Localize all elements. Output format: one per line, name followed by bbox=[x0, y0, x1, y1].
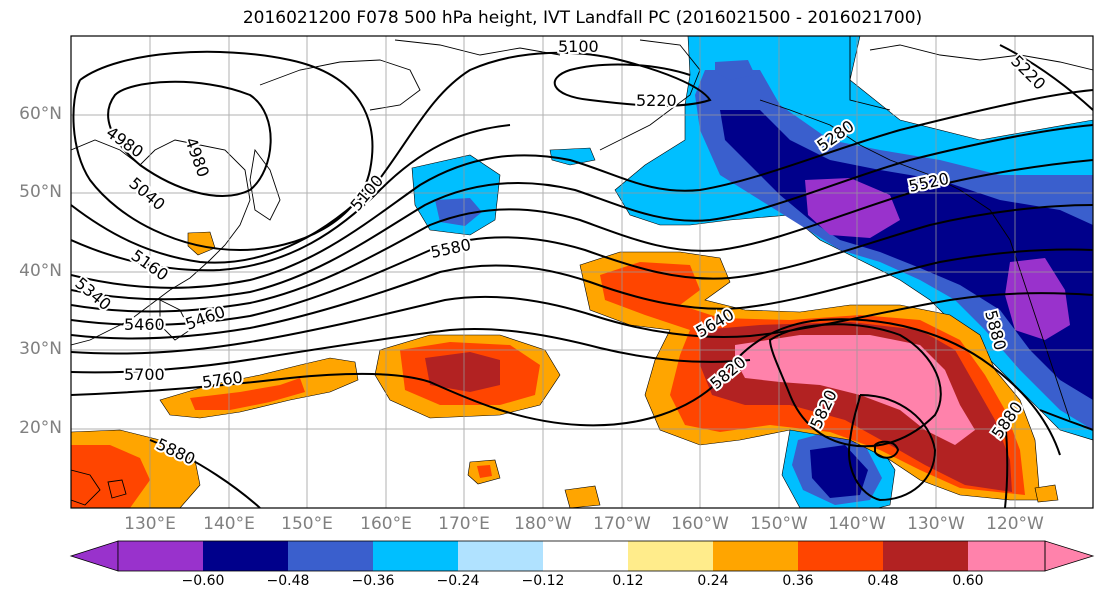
contour-label: 5700 bbox=[124, 365, 165, 384]
colorbar-segment bbox=[203, 541, 288, 571]
lon-label: 150°W bbox=[750, 514, 808, 534]
colorbar-segment bbox=[118, 541, 203, 571]
height-contours bbox=[71, 44, 1093, 508]
colorbar-tick-label: 0.36 bbox=[782, 573, 814, 589]
lon-label: 140°W bbox=[828, 514, 886, 534]
lon-label: 120°W bbox=[986, 514, 1044, 534]
colorbar-tick-label: −0.12 bbox=[521, 573, 565, 589]
ivt-shading bbox=[71, 36, 1093, 508]
lat-label: 50°N bbox=[19, 182, 62, 202]
lat-label: 40°N bbox=[19, 261, 62, 281]
map-frame bbox=[70, 35, 1094, 509]
lat-label: 20°N bbox=[19, 418, 62, 438]
colorbar-arrow-low bbox=[69, 540, 119, 572]
colorbar-segment bbox=[628, 541, 713, 571]
colorbar-tick-label: −0.48 bbox=[266, 573, 310, 589]
map-panel: 5100 5220 5220 4980 4980 5040 5100 5160 … bbox=[71, 36, 1093, 508]
colorbar-tick-label: −0.36 bbox=[351, 573, 395, 589]
colorbar-tick-label: 0.12 bbox=[612, 573, 644, 589]
lon-label: 150°E bbox=[281, 514, 333, 534]
colorbar-tick-label: −0.24 bbox=[436, 573, 480, 589]
contour-label: 5100 bbox=[558, 37, 599, 56]
lon-label: 160°E bbox=[360, 514, 412, 534]
colorbar-segment bbox=[968, 541, 1045, 571]
colorbar-tick-label: −0.60 bbox=[181, 573, 225, 589]
lat-label: 30°N bbox=[19, 339, 62, 359]
colorbar-segment bbox=[373, 541, 458, 571]
lat-label: 60°N bbox=[19, 104, 62, 124]
colorbar-arrow-high bbox=[1044, 540, 1095, 572]
contour-label: 5220 bbox=[636, 91, 677, 110]
colorbar-segment bbox=[713, 541, 798, 571]
lon-label: 140°E bbox=[203, 514, 255, 534]
lon-label: 170°E bbox=[438, 514, 490, 534]
lon-label: 180°W bbox=[514, 514, 572, 534]
colorbar-tick-label: 0.60 bbox=[952, 573, 984, 589]
colorbar-segment bbox=[883, 541, 968, 571]
colorbar-segment bbox=[798, 541, 883, 571]
lon-label: 160°W bbox=[671, 514, 729, 534]
contour-label: 5760 bbox=[201, 367, 244, 391]
contour-label: 5460 bbox=[124, 315, 165, 334]
colorbar bbox=[69, 540, 1095, 572]
lon-label: 170°W bbox=[593, 514, 651, 534]
colorbar-tick-label: 0.48 bbox=[867, 573, 899, 589]
colorbar-segment bbox=[543, 541, 628, 571]
colorbar-tick-label: 0.24 bbox=[697, 573, 729, 589]
lon-label: 130°E bbox=[124, 514, 176, 534]
lon-label: 130°W bbox=[907, 514, 965, 534]
colorbar-segment bbox=[288, 541, 373, 571]
map-title: 2016021200 F078 500 hPa height, IVT Land… bbox=[242, 8, 923, 28]
colorbar-segment bbox=[458, 541, 543, 571]
